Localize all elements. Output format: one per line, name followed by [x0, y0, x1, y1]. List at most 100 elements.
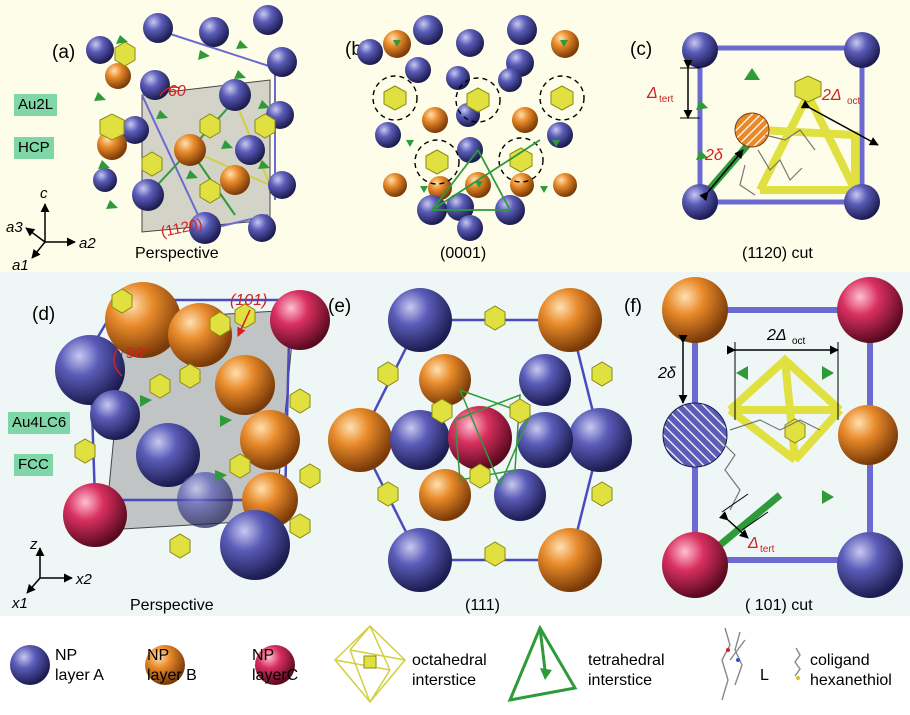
panel-b: (b)	[345, 15, 585, 262]
panel-e-label: (e)	[328, 296, 351, 317]
panel-c-octa-marker	[794, 75, 822, 103]
panel-c-dim-oct: 2Δ oct	[800, 87, 879, 146]
tag-hcp: HCP	[14, 137, 54, 159]
sphere-layer-a	[143, 13, 173, 43]
axis-c-label: c	[40, 185, 48, 202]
panel-f-tetra-markers	[736, 366, 834, 504]
panel-f-sphere-c	[662, 532, 728, 598]
panel-d-octahedral-markers	[74, 288, 321, 559]
axis-x2-label: x2	[75, 571, 93, 588]
panel-d-label: (d)	[32, 304, 55, 325]
legend-coligand-line1: coligand	[810, 652, 870, 669]
sphere-layer-b	[105, 63, 131, 89]
legend-np-a-sphere	[10, 645, 50, 685]
legend-tetra-line1: tetrahedral	[588, 652, 665, 669]
panel-f-octahedral	[727, 354, 843, 464]
panel-c-hatched-sphere-b	[734, 112, 770, 148]
axis-x1-label: x1	[11, 595, 28, 612]
sphere-layer-b	[220, 165, 250, 195]
legend-np-c-sphere	[255, 645, 295, 685]
sphere-layer-a	[132, 179, 164, 211]
ligand-icon	[721, 627, 746, 701]
panel-e-octahedral-markers	[377, 305, 613, 567]
panel-b-caption: (0001)	[440, 245, 486, 262]
panel-f-dtert-sub: tert	[760, 544, 775, 555]
panel-a-tetrahedral-markers	[94, 35, 270, 209]
legend-np-a-line2: layer A	[55, 667, 104, 684]
panel-f-sphere-c	[837, 277, 903, 343]
panel-d: (d)	[11, 282, 330, 614]
panel-c-doct-sub: oct	[847, 96, 861, 107]
panel-f-sphere-b	[662, 277, 728, 343]
axis-z-label: z	[29, 536, 38, 553]
panel-c-dtert-sub: tert	[659, 94, 674, 105]
sphere-layer-b	[97, 130, 127, 160]
panel-c-sphere-a	[844, 32, 880, 68]
panel-e-caption: (111)	[465, 597, 500, 614]
panel-a: (a)	[6, 5, 297, 274]
panel-e-spheres	[328, 288, 632, 592]
legend-np-c-line2: layerC	[252, 667, 298, 684]
tag-au4lc6: Au4LC6	[8, 412, 71, 434]
sphere-layer-a	[189, 212, 221, 244]
panel-c-octahedral	[756, 93, 859, 194]
panel-c-sphere-a	[682, 184, 718, 220]
legend-octa-line1: octahedral	[412, 652, 487, 669]
panel-b-octahedral-markers	[383, 85, 574, 175]
panel-b-tetrahedral-markers	[393, 40, 568, 193]
legend-ligand: L	[760, 667, 769, 684]
sphere-layer-a	[253, 5, 283, 35]
sphere-layer-a	[235, 135, 265, 165]
panel-f-sphere-a	[837, 532, 903, 598]
panel-f-dim-tert: Δ tert	[718, 493, 775, 555]
panel-a-angle: 60	[168, 83, 186, 100]
legend-np-c-line1: NP	[252, 647, 274, 664]
panel-a-angle-arc	[159, 86, 181, 97]
panel-f-dtert: Δ	[747, 535, 759, 552]
panel-c-label: (c)	[630, 39, 652, 60]
panel-e: (e) (111)	[328, 288, 632, 614]
sphere-layer-a	[93, 168, 117, 192]
panel-c-doct: 2Δ	[821, 87, 842, 104]
panel-a-octahedral-markers	[99, 41, 276, 204]
panel-f-dim-oct: 2Δ oct	[726, 327, 839, 420]
panel-d-tetrahedral-markers	[140, 395, 232, 482]
panel-a-label: (a)	[52, 42, 75, 63]
panel-c-sphere-a	[844, 184, 880, 220]
legend-np-a-line1: NP	[55, 647, 77, 664]
panel-d-angle: 90°	[126, 345, 151, 362]
panel-f-ligands	[719, 419, 821, 511]
panel-d-axes: z x2 x1	[11, 536, 93, 612]
sphere-layer-a	[199, 17, 229, 47]
panel-f-label: (f)	[624, 296, 642, 317]
panel-c-caption: (1120) cut	[742, 245, 813, 262]
legend-np-b-sphere	[145, 645, 185, 685]
sphere-layer-b	[174, 134, 206, 166]
coligand-icon	[794, 647, 801, 677]
legend-octa-line2: interstice	[412, 672, 476, 689]
octahedral-icon	[333, 624, 407, 704]
panel-a-axes: c a2 a3 a1	[6, 185, 96, 274]
panel-c: (c) Δ tert	[630, 32, 880, 262]
panel-b-interstice-circles	[372, 75, 585, 185]
panel-f-caption: ( 101) cut	[745, 597, 813, 614]
sphere-layer-a	[267, 47, 297, 77]
panel-f-dim-delta: 2δ	[657, 334, 688, 404]
panel-a-caption: Perspective	[135, 245, 219, 262]
legend-coligand-line2: hexanethiol	[810, 672, 892, 689]
legend: NP layer A NP layer B NP layerC octahedr…	[10, 624, 892, 704]
sphere-layer-a	[86, 36, 114, 64]
sphere-layer-a	[140, 70, 170, 100]
panel-d-angle-arc	[113, 347, 123, 377]
octahedral-icon-center	[363, 655, 377, 669]
panel-d-plane-arrow	[237, 309, 251, 337]
panel-c-frame	[697, 45, 865, 205]
sphere-layer-a	[121, 116, 149, 144]
panel-d-plane-index: (101)	[230, 292, 267, 309]
tag-fcc: FCC	[14, 454, 53, 476]
panel-d-caption: Perspective	[130, 597, 214, 614]
panel-c-dim-delta: 2δ	[699, 147, 744, 202]
axis-a1-label: a1	[12, 257, 29, 274]
panel-f-delta: 2δ	[657, 365, 677, 382]
legend-np-b-line2: layer B	[147, 667, 197, 684]
